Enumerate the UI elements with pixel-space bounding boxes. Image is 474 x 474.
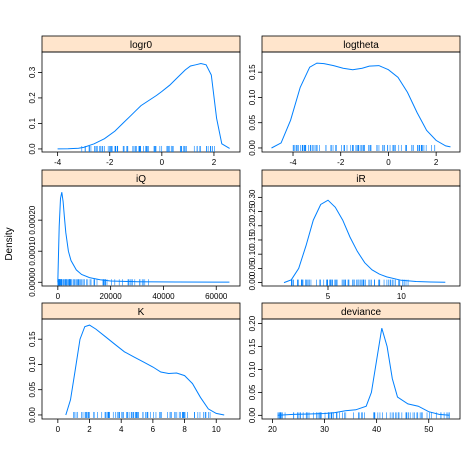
- y-tick-label: 0.10: [248, 89, 257, 105]
- panel-title: deviance: [341, 307, 381, 318]
- density-curve: [271, 62, 451, 149]
- y-tick-label: 0.20: [248, 217, 257, 233]
- density-curve: [277, 328, 450, 416]
- y-tick-label: 0.20: [248, 315, 257, 331]
- y-tick-label: 0.00: [248, 274, 257, 290]
- panel-logtheta: logtheta -4 -2 0 2 0.00 0.05 0.10 0.15: [248, 35, 461, 167]
- panel-title: logr0: [130, 40, 153, 51]
- panel-iR: iR 5 10 0.000.050.100.150.200.250.30: [248, 169, 461, 301]
- x-tick-label: -4: [54, 158, 62, 167]
- x-tick-label: 60000: [205, 292, 228, 301]
- y-tick-label: 0.10: [28, 356, 37, 372]
- y-tick-label: 0.05: [28, 381, 37, 397]
- y-tick-label: 0.00: [28, 407, 37, 423]
- x-tick-label: 40000: [152, 292, 175, 301]
- y-tick-label: 0.10: [248, 246, 257, 262]
- x-tick-label: 40: [372, 425, 381, 434]
- y-tick-label: 0.05: [248, 384, 257, 400]
- y-tick-label: 0.05: [248, 260, 257, 276]
- y-tick-label: 0.2: [28, 92, 37, 104]
- panel-frame: [261, 185, 461, 287]
- y-tick-label: 0.00000: [28, 267, 37, 296]
- x-tick-label: 6: [151, 425, 156, 434]
- x-tick-label: 20: [268, 425, 277, 434]
- x-tick-label: 20000: [100, 292, 123, 301]
- x-tick-label: -4: [289, 158, 297, 167]
- x-tick-label: 30: [320, 425, 329, 434]
- x-tick-label: 8: [182, 425, 187, 434]
- panel-K: K 0 2 4 6 8 10 0.00 0.05 0.10 0.15: [28, 302, 241, 434]
- x-tick-label: 0: [160, 158, 165, 167]
- rug-marks: [81, 145, 215, 152]
- panel-frame: [41, 318, 241, 420]
- y-tick-label: 0.1: [28, 117, 37, 129]
- y-tick-label: 0.00: [248, 407, 257, 423]
- x-tick-label: 2: [434, 158, 439, 167]
- y-tick-label: 0.0: [28, 143, 37, 155]
- y-tick-label: 0.15: [28, 331, 37, 347]
- panel-frame: [261, 51, 461, 153]
- x-tick-label: 0: [56, 425, 61, 434]
- panel-title: iQ: [136, 174, 146, 185]
- y-tick-label: 0.25: [248, 203, 257, 219]
- x-tick-label: 0: [56, 292, 61, 301]
- panels-layer: logr0 -4 -2 0 2 0.0 0.1 0.2 0.3 logtheta -4 -2 0 2 0.0…: [28, 35, 461, 434]
- panel-logr0: logr0 -4 -2 0 2 0.0 0.1 0.2 0.3: [28, 35, 241, 167]
- y-tick-label: 0.00020: [28, 205, 37, 234]
- x-tick-label: 5: [326, 292, 331, 301]
- x-tick-label: 2: [212, 158, 217, 167]
- density-curve: [283, 199, 446, 284]
- x-tick-label: -2: [106, 158, 114, 167]
- x-tick-label: 4: [119, 425, 124, 434]
- y-tick-label: 0.3: [28, 66, 37, 78]
- panel-iQ: iQ 0 20000 40000 60000 0.00000 0.00010 0.00020: [28, 169, 241, 301]
- panel-frame: [41, 185, 241, 287]
- rug-marks: [292, 144, 436, 151]
- x-tick-label: 10: [397, 292, 406, 301]
- panel-title: K: [138, 307, 145, 318]
- rug-marks: [277, 412, 450, 419]
- y-tick-label: 0.00: [248, 140, 257, 156]
- y-tick-label: 0.05: [248, 114, 257, 130]
- x-tick-label: -2: [337, 158, 345, 167]
- y-tick-label: 0.30: [248, 189, 257, 205]
- x-tick-label: 2: [87, 425, 92, 434]
- panel-deviance: deviance 20 30 40 50 0.00 0.05 0.10 0.15 0.20: [248, 302, 461, 434]
- density-curve: [57, 192, 230, 283]
- y-tick-label: 0.15: [248, 338, 257, 354]
- panel-title: iR: [356, 174, 365, 185]
- panel-frame: [261, 318, 461, 420]
- y-tick-label: 0.10: [248, 361, 257, 377]
- panel-title: logtheta: [343, 40, 379, 51]
- y-axis-label: Density: [4, 227, 15, 260]
- y-tick-label: 0.15: [248, 64, 257, 80]
- x-tick-label: 0: [386, 158, 391, 167]
- y-tick-label: 0.00010: [28, 236, 37, 265]
- x-tick-label: 50: [424, 425, 433, 434]
- density-curve: [65, 324, 225, 416]
- rug-marks: [73, 411, 211, 418]
- panel-frame: [41, 51, 241, 153]
- density-curve: [57, 62, 230, 150]
- x-tick-label: 10: [212, 425, 221, 434]
- rug-marks: [291, 279, 409, 286]
- y-tick-label: 0.15: [248, 232, 257, 248]
